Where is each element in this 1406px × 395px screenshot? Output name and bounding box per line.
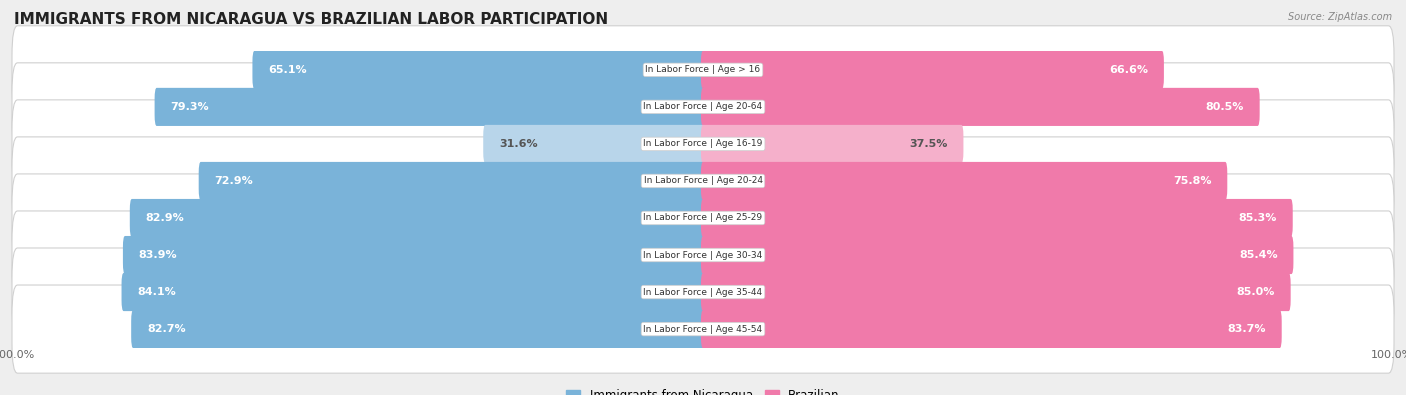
FancyBboxPatch shape <box>702 51 1164 89</box>
FancyBboxPatch shape <box>702 273 1291 311</box>
FancyBboxPatch shape <box>131 310 704 348</box>
Text: 82.7%: 82.7% <box>148 324 186 334</box>
FancyBboxPatch shape <box>155 88 704 126</box>
Text: 83.9%: 83.9% <box>139 250 177 260</box>
FancyBboxPatch shape <box>13 211 1393 299</box>
Text: In Labor Force | Age 30-34: In Labor Force | Age 30-34 <box>644 250 762 260</box>
FancyBboxPatch shape <box>129 199 704 237</box>
FancyBboxPatch shape <box>13 100 1393 188</box>
FancyBboxPatch shape <box>13 174 1393 262</box>
FancyBboxPatch shape <box>702 199 1292 237</box>
FancyBboxPatch shape <box>198 162 704 200</box>
Legend: Immigrants from Nicaragua, Brazilian: Immigrants from Nicaragua, Brazilian <box>561 384 845 395</box>
Text: 37.5%: 37.5% <box>910 139 948 149</box>
Text: In Labor Force | Age > 16: In Labor Force | Age > 16 <box>645 65 761 74</box>
Text: 79.3%: 79.3% <box>170 102 209 112</box>
FancyBboxPatch shape <box>13 285 1393 373</box>
FancyBboxPatch shape <box>13 137 1393 225</box>
FancyBboxPatch shape <box>702 236 1294 274</box>
Text: In Labor Force | Age 20-24: In Labor Force | Age 20-24 <box>644 177 762 186</box>
Text: 75.8%: 75.8% <box>1173 176 1212 186</box>
Text: In Labor Force | Age 25-29: In Labor Force | Age 25-29 <box>644 213 762 222</box>
FancyBboxPatch shape <box>13 63 1393 151</box>
FancyBboxPatch shape <box>121 273 704 311</box>
Text: 31.6%: 31.6% <box>499 139 537 149</box>
FancyBboxPatch shape <box>702 162 1227 200</box>
Text: IMMIGRANTS FROM NICARAGUA VS BRAZILIAN LABOR PARTICIPATION: IMMIGRANTS FROM NICARAGUA VS BRAZILIAN L… <box>14 12 609 27</box>
FancyBboxPatch shape <box>484 125 704 163</box>
Text: In Labor Force | Age 20-64: In Labor Force | Age 20-64 <box>644 102 762 111</box>
FancyBboxPatch shape <box>13 26 1393 114</box>
Text: 80.5%: 80.5% <box>1205 102 1244 112</box>
Text: In Labor Force | Age 35-44: In Labor Force | Age 35-44 <box>644 288 762 297</box>
Text: 72.9%: 72.9% <box>215 176 253 186</box>
Text: 83.7%: 83.7% <box>1227 324 1265 334</box>
Text: 85.3%: 85.3% <box>1239 213 1277 223</box>
Text: In Labor Force | Age 16-19: In Labor Force | Age 16-19 <box>644 139 762 149</box>
FancyBboxPatch shape <box>702 88 1260 126</box>
Text: 66.6%: 66.6% <box>1109 65 1149 75</box>
FancyBboxPatch shape <box>702 310 1282 348</box>
Text: 85.4%: 85.4% <box>1239 250 1278 260</box>
FancyBboxPatch shape <box>13 248 1393 336</box>
Text: In Labor Force | Age 45-54: In Labor Force | Age 45-54 <box>644 325 762 334</box>
FancyBboxPatch shape <box>253 51 704 89</box>
Text: 84.1%: 84.1% <box>138 287 176 297</box>
Text: 85.0%: 85.0% <box>1236 287 1275 297</box>
FancyBboxPatch shape <box>702 125 963 163</box>
Text: 65.1%: 65.1% <box>269 65 307 75</box>
Text: 82.9%: 82.9% <box>146 213 184 223</box>
Text: Source: ZipAtlas.com: Source: ZipAtlas.com <box>1288 12 1392 22</box>
FancyBboxPatch shape <box>122 236 704 274</box>
